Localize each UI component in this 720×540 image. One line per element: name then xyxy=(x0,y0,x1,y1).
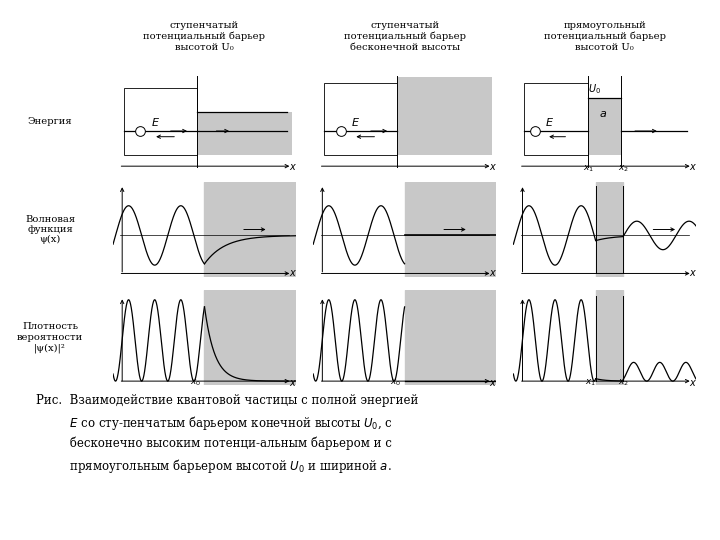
Text: $x_0$: $x_0$ xyxy=(190,378,201,388)
Text: Рис.  Взаимодействие квантовой частицы с полной энергией
         $E$ со сту-пен: Рис. Взаимодействие квантовой частицы с … xyxy=(36,394,418,475)
Text: $x_2$: $x_2$ xyxy=(618,164,629,174)
Bar xyxy=(588,98,621,155)
Text: $x$: $x$ xyxy=(489,379,497,388)
Text: $E$: $E$ xyxy=(150,116,160,129)
Bar xyxy=(204,290,296,385)
Bar xyxy=(405,290,496,385)
Text: $x$: $x$ xyxy=(689,162,697,172)
Text: ступенчатый
потенциальный барьер
бесконечной высоты: ступенчатый потенциальный барьер бесконе… xyxy=(343,21,466,52)
Text: прямоугольный
потенциальный барьер
высотой U₀: прямоугольный потенциальный барьер высот… xyxy=(544,21,666,52)
Text: $x$: $x$ xyxy=(689,268,697,278)
Text: $x_1$: $x_1$ xyxy=(583,164,594,174)
Bar xyxy=(124,88,197,155)
Bar xyxy=(524,84,588,155)
Bar xyxy=(204,182,296,277)
Text: $x$: $x$ xyxy=(489,162,497,172)
Bar xyxy=(405,182,496,277)
Bar xyxy=(197,112,292,155)
Text: $E$: $E$ xyxy=(351,116,360,129)
Text: $x_0$: $x_0$ xyxy=(390,378,401,388)
Text: Плотность
вероятности
|ψ(x)|²: Плотность вероятности |ψ(x)|² xyxy=(17,322,84,353)
Text: $x$: $x$ xyxy=(289,379,297,388)
Text: $x$: $x$ xyxy=(689,379,697,388)
Bar xyxy=(595,182,623,277)
Text: Энергия: Энергия xyxy=(28,117,73,126)
Text: Волновая
функция
ψ(x): Волновая функция ψ(x) xyxy=(25,214,75,245)
Bar xyxy=(324,84,397,155)
Text: ступенчатый
потенциальный барьер
высотой U₀: ступенчатый потенциальный барьер высотой… xyxy=(143,21,266,52)
Text: $x_2$: $x_2$ xyxy=(618,378,629,388)
Text: $a$: $a$ xyxy=(599,109,607,119)
Text: $x$: $x$ xyxy=(289,268,297,278)
Bar xyxy=(595,290,623,385)
Bar xyxy=(397,77,492,155)
Text: $x$: $x$ xyxy=(489,268,497,278)
Text: $x$: $x$ xyxy=(289,162,297,172)
Text: $x_1$: $x_1$ xyxy=(585,378,595,388)
Text: $U_0$: $U_0$ xyxy=(588,82,601,96)
Text: $E$: $E$ xyxy=(546,116,554,129)
